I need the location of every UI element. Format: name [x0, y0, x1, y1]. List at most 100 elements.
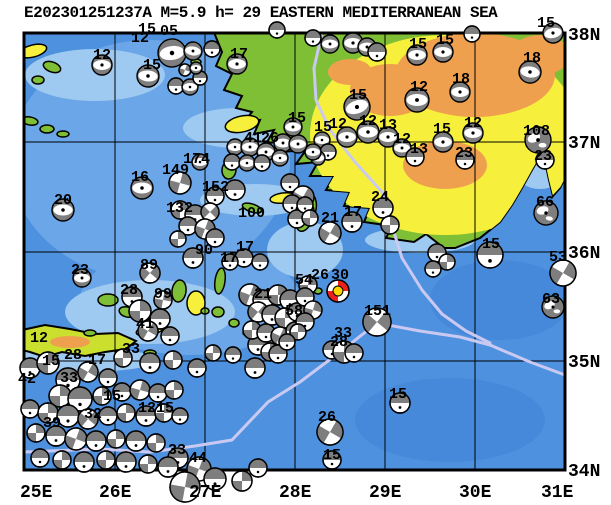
- beachball: [380, 215, 400, 235]
- beachball: [85, 430, 107, 452]
- depth-label: 17: [220, 250, 238, 267]
- beachball: [183, 41, 203, 61]
- beachball: [301, 209, 319, 227]
- island: [83, 329, 97, 337]
- axis-label-lon: 30E: [459, 483, 492, 503]
- depth-label: 15: [409, 36, 427, 53]
- depth-label: 149: [162, 162, 189, 179]
- beachball: [169, 471, 201, 503]
- depth-label: 12: [329, 116, 347, 133]
- island: [8, 89, 22, 97]
- beachball: [98, 406, 118, 426]
- depth-label: 152: [202, 179, 229, 196]
- island: [56, 130, 70, 138]
- island: [211, 306, 225, 318]
- beachball: [203, 467, 227, 491]
- beachball: [223, 153, 241, 171]
- depth-label: 23: [71, 262, 89, 279]
- depth-label: 99: [154, 286, 172, 303]
- depth-label: 63: [542, 291, 560, 308]
- beachball: [406, 44, 428, 66]
- beachball: [336, 126, 358, 148]
- beachball: [432, 41, 454, 63]
- beachball: [449, 81, 471, 103]
- depth-label: 15: [138, 21, 156, 38]
- depth-label: 108: [523, 123, 550, 140]
- depth-label: 15: [288, 110, 306, 127]
- beachball: [476, 241, 504, 269]
- depth-label: 23: [455, 145, 473, 162]
- beachball: [344, 343, 364, 363]
- beachball: [462, 122, 484, 144]
- beachball: [541, 295, 565, 319]
- depth-label: 23: [534, 148, 552, 165]
- island: [24, 116, 39, 126]
- axis-label-lon: 31E: [541, 483, 574, 503]
- beachball: [204, 344, 222, 362]
- depth-label: 39: [43, 415, 61, 432]
- depth-label: 15: [389, 386, 407, 403]
- beachball: [389, 392, 411, 414]
- depth-label: 26: [311, 267, 329, 284]
- depth-label: 12: [393, 131, 411, 148]
- depth-label: 12: [138, 400, 156, 417]
- depth-label: 44: [189, 450, 207, 467]
- depth-label: 58: [285, 303, 303, 320]
- beachball: [64, 427, 88, 451]
- beachball: [343, 93, 371, 121]
- island: [97, 293, 119, 307]
- axis-label-lon: 25E: [20, 483, 53, 503]
- island: [228, 318, 240, 328]
- beachball: [432, 131, 454, 153]
- axis-label-lon: 27E: [189, 483, 222, 503]
- beachball: [169, 230, 187, 248]
- beachball: [231, 470, 253, 492]
- depth-label: 21: [254, 286, 272, 303]
- beachball: [221, 253, 239, 271]
- depth-label: 54: [295, 272, 313, 289]
- depth-label: 15: [482, 236, 500, 253]
- beachball: [248, 458, 268, 478]
- beachball: [92, 386, 112, 406]
- island: [213, 267, 227, 295]
- beachball: [341, 211, 363, 233]
- island: [241, 202, 263, 214]
- beachball: [182, 247, 204, 269]
- depth-label: 26: [261, 130, 279, 147]
- depth-label: 151: [364, 303, 391, 320]
- depth-label: 12: [30, 330, 48, 347]
- beachball: [106, 429, 126, 449]
- beachball: [148, 383, 168, 403]
- beachball: [226, 53, 248, 75]
- beachball: [157, 456, 179, 478]
- beachball: [367, 42, 387, 62]
- depth-label: 28: [330, 334, 348, 351]
- beachball: [240, 137, 260, 157]
- beachball: [224, 179, 246, 201]
- beachball: [164, 380, 184, 400]
- beachball: [251, 253, 269, 271]
- beachball: [524, 126, 552, 154]
- depth-label: 12: [359, 113, 377, 130]
- depth-label: 15: [349, 87, 367, 104]
- depth-label: 33: [168, 442, 186, 459]
- beachball: [320, 34, 340, 54]
- beachball: [125, 430, 147, 452]
- beachball: [73, 451, 95, 473]
- depth-label: 15: [537, 15, 555, 32]
- beachball: [55, 367, 81, 393]
- beachball: [26, 423, 46, 443]
- beachball: [137, 320, 159, 342]
- beachball: [56, 404, 80, 428]
- depth-label: 42: [18, 371, 36, 388]
- beachball: [261, 304, 283, 326]
- beachball: [289, 323, 307, 341]
- beachball: [518, 60, 542, 84]
- beachball: [424, 260, 442, 278]
- depth-label: 32: [84, 406, 102, 423]
- depth-label: 28: [64, 347, 82, 364]
- depth-label: 20: [54, 192, 72, 209]
- beachball: [181, 78, 199, 96]
- map-title: E202301251237A M=5.9 h= 29 EASTERN MEDIT…: [24, 4, 498, 22]
- island: [39, 124, 55, 134]
